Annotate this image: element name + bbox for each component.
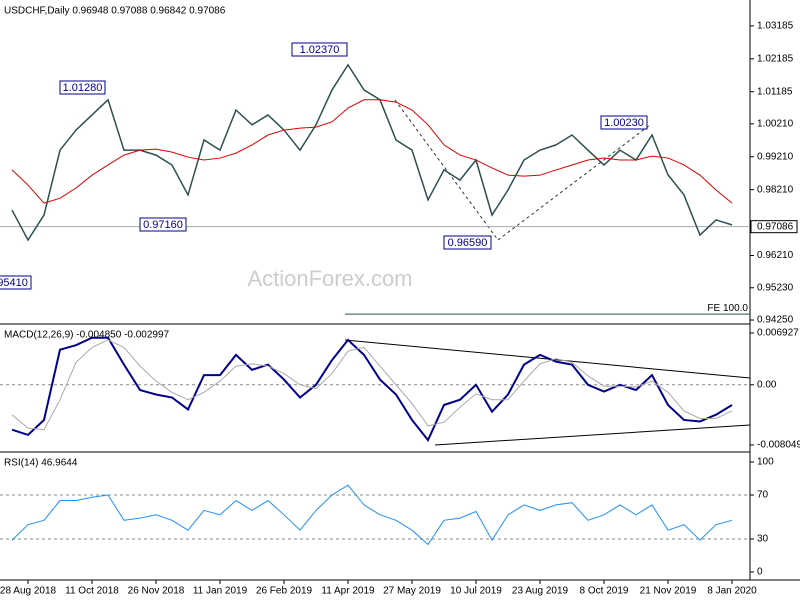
annotation-box — [600, 115, 648, 130]
x-tick-label: 28 Aug 2018 — [0, 586, 57, 597]
annotation-label: 0.95410 — [0, 277, 28, 289]
y-tick-label: 1.00210 — [757, 118, 794, 129]
panel-title: RSI(14) 46.9644 — [4, 458, 78, 469]
trend-line — [394, 99, 499, 241]
annotation-box — [59, 80, 106, 95]
annotation-label: 1.01280 — [63, 82, 103, 94]
y-tick-label: -0.008049 — [757, 440, 800, 451]
x-tick-label: 27 May 2019 — [383, 586, 441, 597]
series-line — [11, 63, 733, 242]
last-price-label: 0.97086 — [757, 221, 794, 232]
series-line — [11, 99, 733, 204]
x-tick-label: 26 Feb 2019 — [256, 586, 313, 597]
panel-title: USDCHF,Daily 0.96948 0.97088 0.96842 0.9… — [4, 6, 226, 17]
y-tick-label: 0.99210 — [757, 151, 794, 162]
panel-title: MACD(12,26,9) -0.004850 -0.002997 — [4, 330, 170, 341]
y-tick-label: 0.98210 — [757, 184, 794, 195]
annotation-box — [443, 235, 492, 250]
annotation-label: 1.00230 — [604, 117, 644, 129]
x-tick-label: 8 Jan 2020 — [707, 586, 757, 597]
x-tick-label: 10 Jul 2019 — [450, 586, 502, 597]
y-tick-label: 70 — [757, 490, 769, 501]
annotation-box — [139, 217, 187, 232]
annotation-box — [291, 42, 348, 57]
series-line — [11, 336, 733, 443]
x-tick-label: 11 Oct 2018 — [65, 586, 119, 597]
trend-line — [434, 424, 751, 446]
x-tick-label: 23 Aug 2019 — [512, 586, 569, 597]
x-tick-label: 26 Nov 2018 — [128, 586, 185, 597]
y-tick-label: 0.94250 — [757, 315, 794, 326]
trend-line — [497, 124, 651, 241]
watermark: ActionForex.com — [247, 266, 412, 291]
x-tick-label: 11 Apr 2019 — [321, 586, 375, 597]
y-tick-label: 1.01185 — [757, 86, 793, 97]
series-line — [11, 339, 733, 431]
x-tick-label: 21 Nov 2019 — [640, 586, 697, 597]
fe-label: FE 100.0 — [707, 303, 748, 314]
y-tick-label: 1.02185 — [757, 53, 794, 64]
annotation-label: 1.02370 — [300, 44, 340, 56]
y-tick-label: 30 — [757, 534, 769, 545]
x-tick-label: 11 Jan 2019 — [193, 586, 248, 597]
annotation-label: 0.96590 — [448, 237, 488, 249]
y-tick-label: 100 — [757, 457, 774, 468]
y-tick-label: 0.95230 — [757, 282, 794, 293]
x-tick-label: 8 Oct 2019 — [580, 586, 629, 597]
series-line — [11, 484, 733, 546]
annotation-label: 0.97160 — [143, 219, 183, 231]
y-tick-label: 0.96210 — [757, 250, 794, 261]
y-tick-label: 0 — [757, 567, 763, 578]
y-tick-label: 1.03185 — [757, 21, 794, 32]
y-tick-label: 0.00 — [757, 379, 777, 390]
annotation-box — [0, 275, 32, 290]
y-tick-label: 0.006927 — [757, 328, 799, 339]
last-price-box — [750, 220, 798, 234]
